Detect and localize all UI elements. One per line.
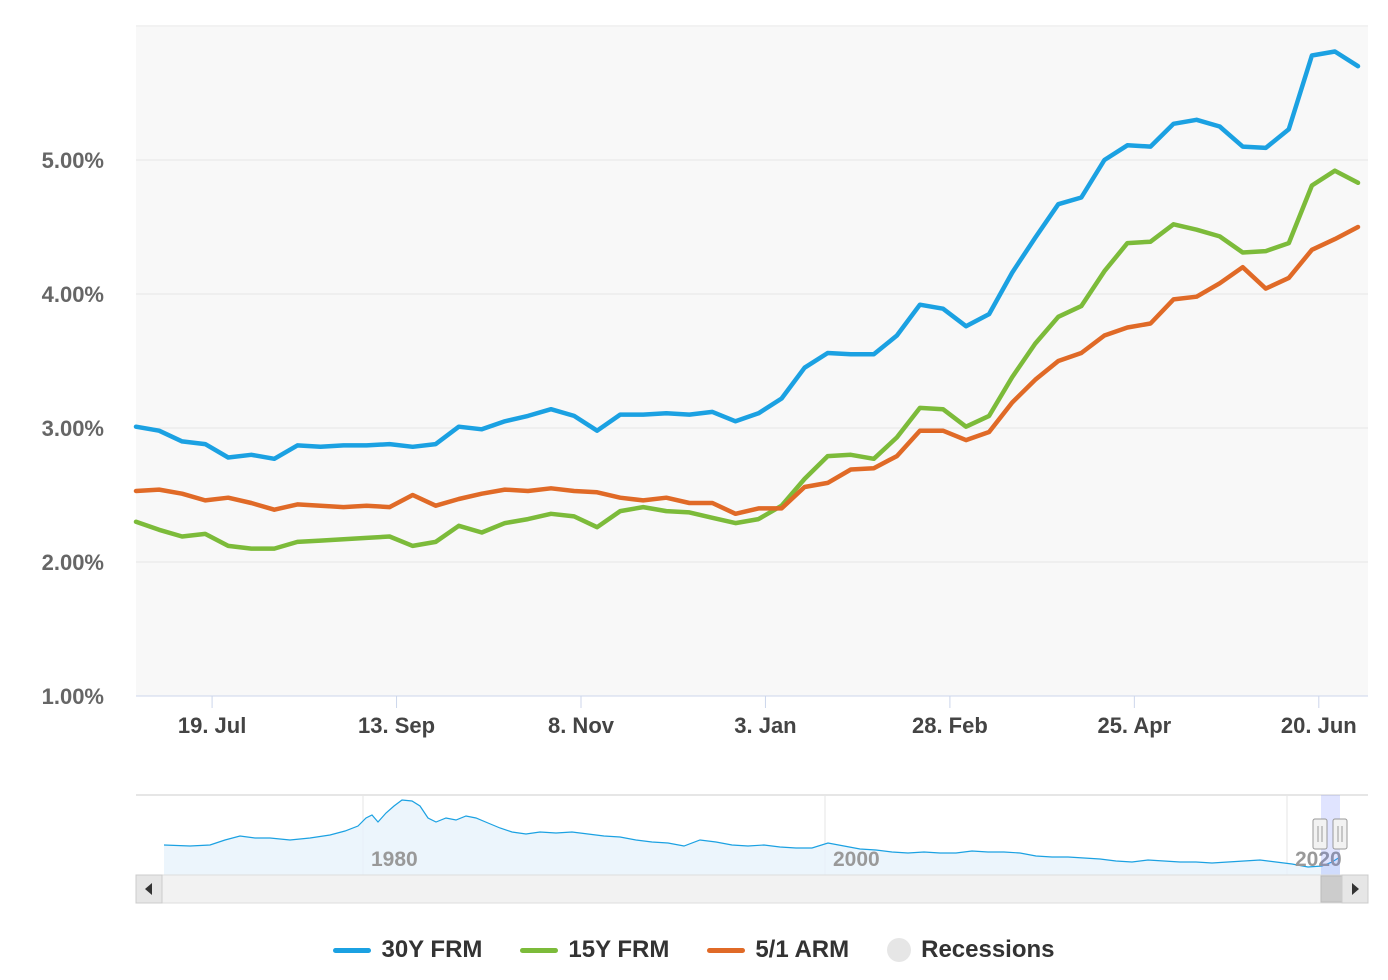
series-line-30y-frm[interactable] [133,49,1361,462]
scrollbar[interactable] [135,874,1369,904]
navigator-label-2000: 2000 [833,848,880,871]
legend-label-30y-frm: 30Y FRM [381,936,483,963]
y-tick-label: 1.00% [42,684,104,709]
legend-item-recessions[interactable]: Recessions [887,936,1055,964]
x-tick-label: 13. Sep [358,713,435,738]
legend-item-5-1-arm[interactable]: 5/1 ARM [707,936,849,964]
x-tick-label: 28. Feb [912,713,988,738]
x-tick-label: 20. Jun [1281,713,1357,738]
legend-swatch-30y-frm [333,947,372,953]
legend-item-15y-frm[interactable]: 15Y FRM [520,936,669,964]
navigator-series-line [163,799,1341,868]
y-tick-label: 5.00% [42,148,104,173]
navigator-selected-range[interactable] [1321,795,1340,875]
navigator-label-1980: 1980 [371,848,418,871]
legend-label-5-1-arm: 5/1 ARM [755,936,850,963]
x-axis-tick-marks [211,696,1320,708]
legend-item-30y-frm[interactable]: 30Y FRM [333,936,482,964]
x-tick-label: 19. Jul [178,713,246,738]
navigator-label-2020: 2020 [1295,848,1342,871]
series-lines [133,49,1361,551]
y-axis-tick-labels: 1.00% 2.00% 3.00% 4.00% 5.00% [42,148,104,709]
scrollbar-track[interactable] [135,874,1369,904]
y-tick-label: 4.00% [42,282,104,307]
arrow-right-icon [1352,883,1359,895]
navigator-left-handle[interactable] [1312,818,1328,850]
navigator-area [164,800,1340,875]
arrow-left-icon [145,883,152,895]
y-tick-label: 2.00% [42,550,104,575]
x-axis-tick-labels: 19. Jul 13. Sep 8. Nov 3. Jan 28. Feb 25. Apr… [178,713,1357,738]
legend-dot-recessions [887,938,912,962]
mortgage-rate-chart: 1.00% 2.00% 3.00% 4.00% 5.00% 19. Jul 13. Sep… [42,25,1369,904]
grid-lines [136,25,1368,563]
series-line-5-1-arm[interactable] [133,224,1361,517]
navigator-right-handle[interactable] [1332,818,1348,850]
legend-swatch-5-1-arm [707,947,746,953]
y-tick-label: 3.00% [42,416,104,441]
x-tick-label: 3. Jan [734,713,796,738]
legend: 30Y FRM 15Y FRM 5/1 ARM Recessions [0,930,1388,970]
x-tick-label: 25. Apr [1097,713,1171,738]
legend-label-recessions: Recessions [921,936,1055,963]
navigator[interactable]: 1980 2000 2020 [136,794,1368,875]
x-tick-label: 8. Nov [548,713,615,738]
scrollbar-thumb[interactable] [1320,875,1343,903]
legend-swatch-15y-frm [520,947,559,953]
scroll-right-button[interactable] [1341,874,1369,904]
series-line-15y-frm[interactable] [133,168,1361,551]
legend-label-15y-frm: 15Y FRM [568,936,670,963]
plot-background [136,27,1368,696]
